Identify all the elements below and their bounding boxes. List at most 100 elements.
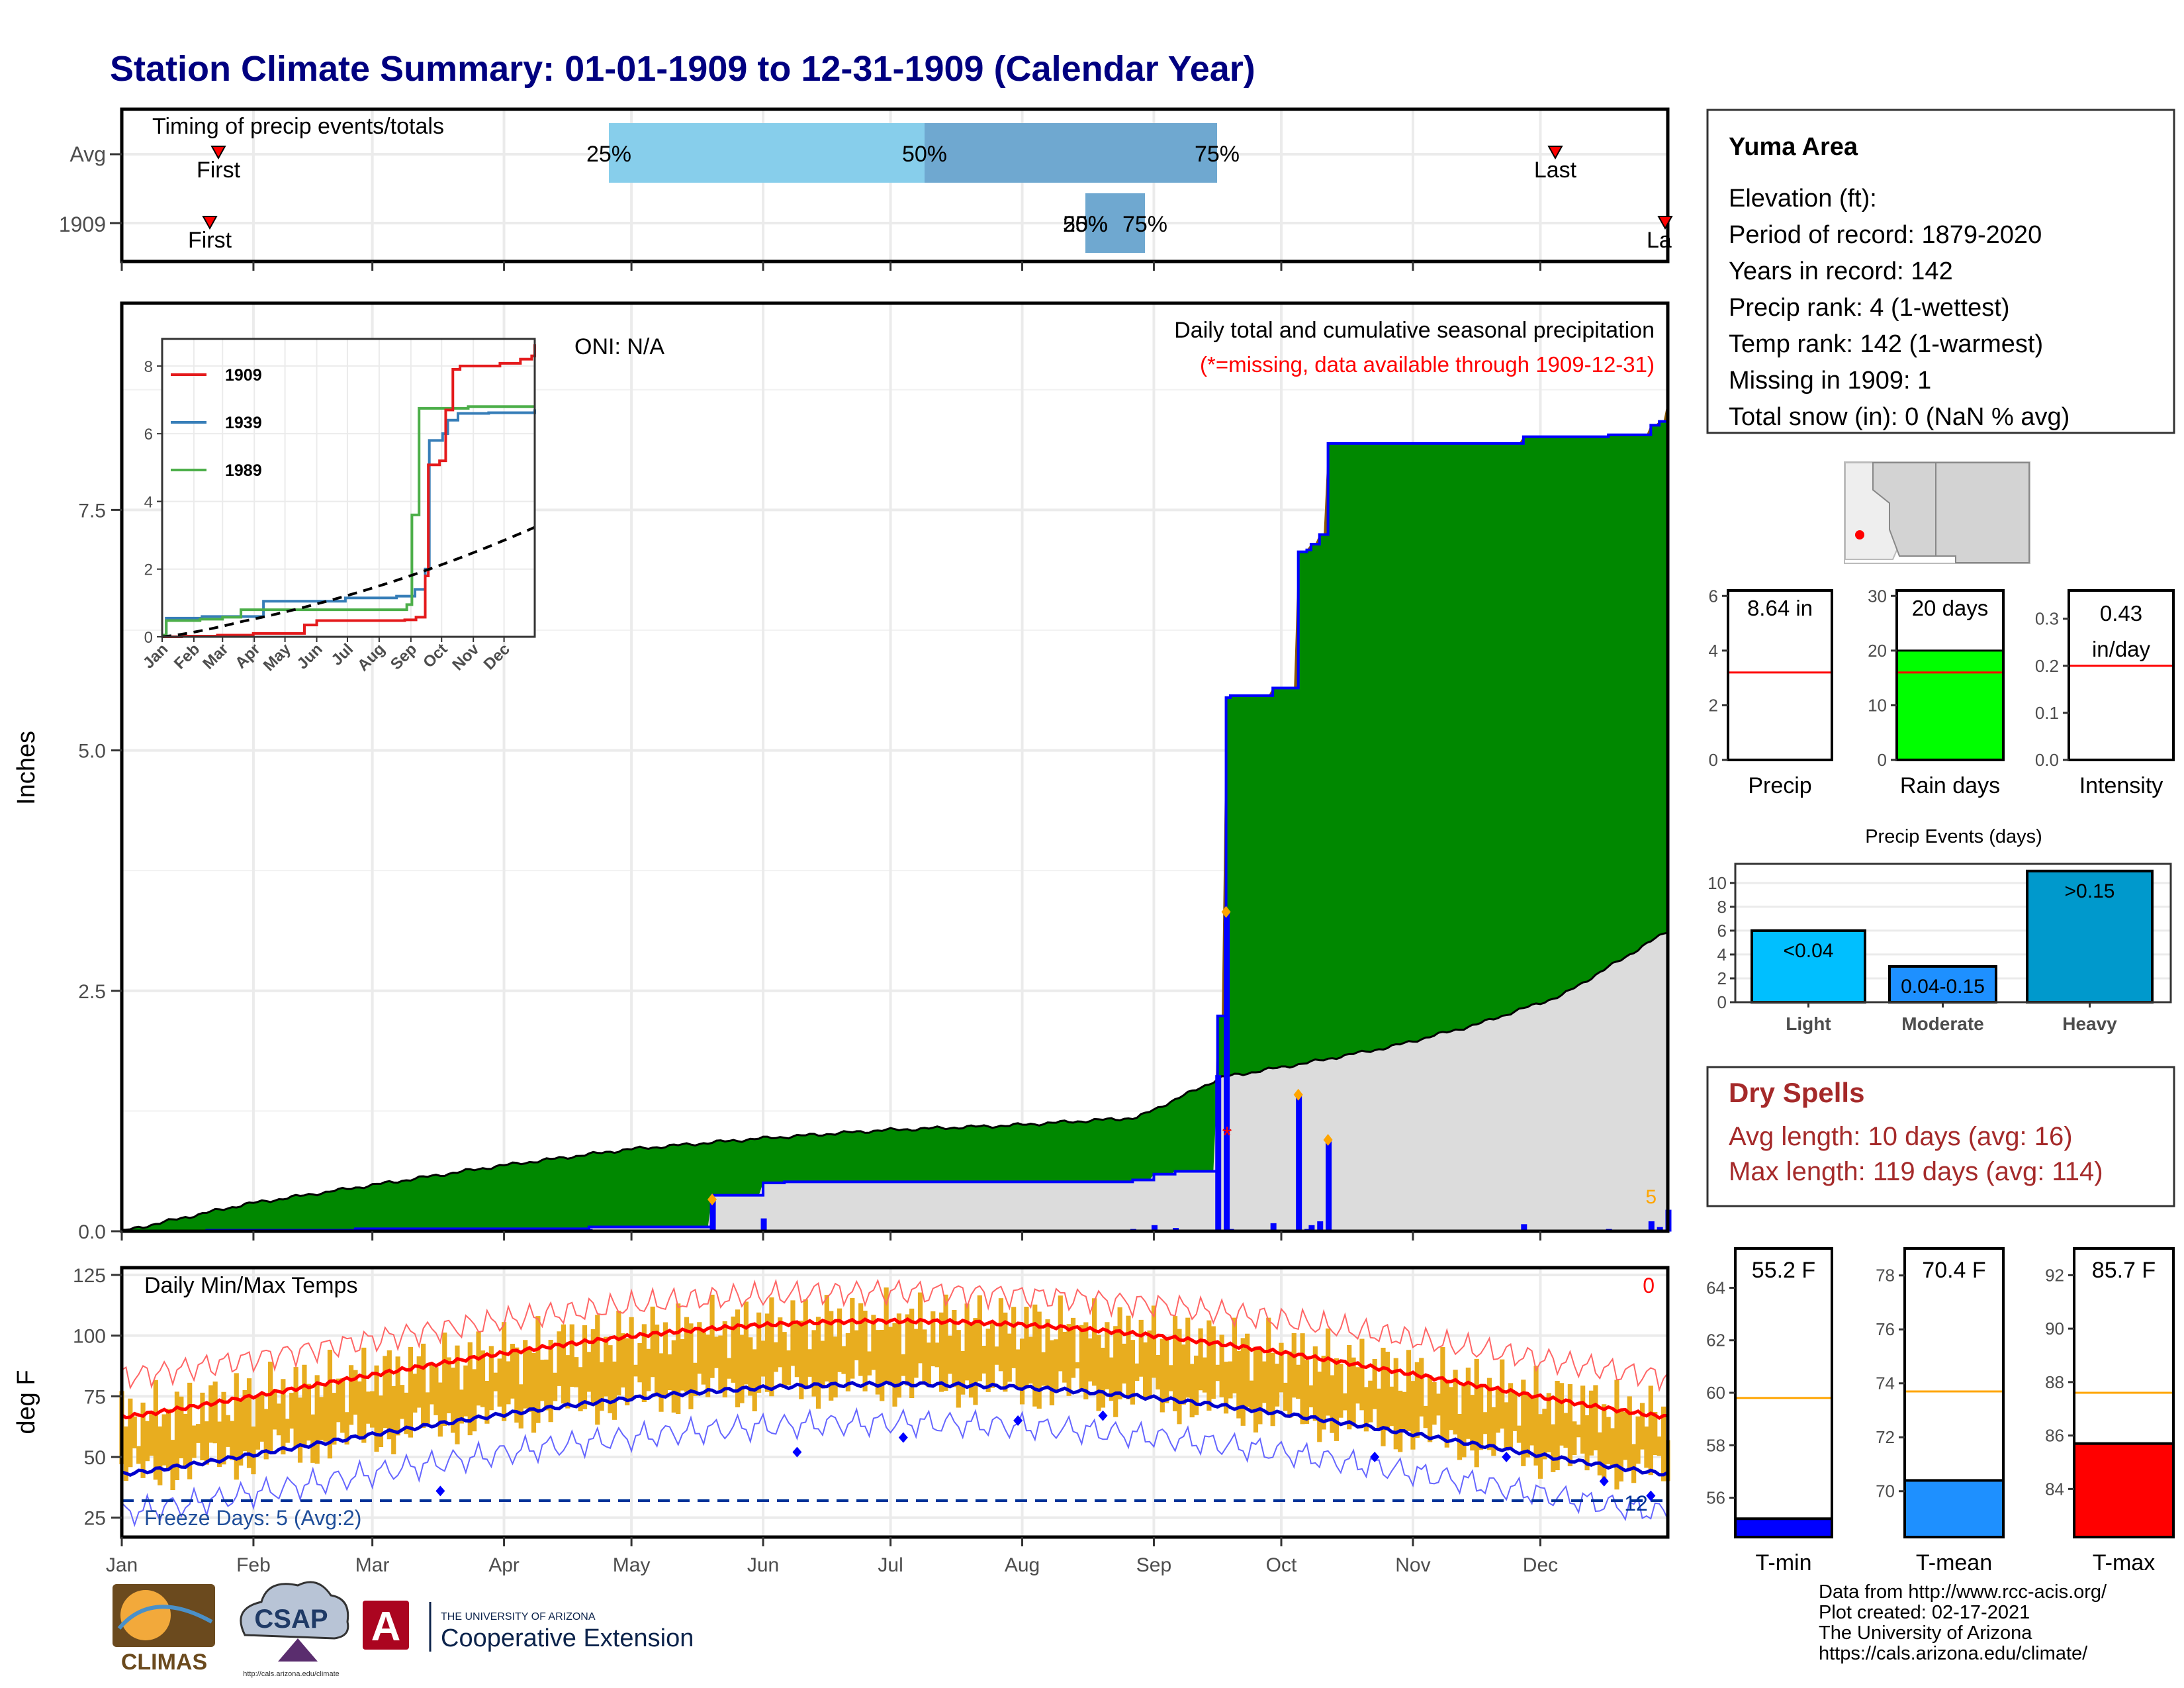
y-axis-label: Inches xyxy=(13,731,40,805)
y-tick-label: 7.5 xyxy=(78,500,106,522)
tempbar-value xyxy=(1903,1479,2005,1539)
tempbar-y-tick: 56 xyxy=(1706,1488,1725,1508)
credit-line: The University of Arizona xyxy=(1819,1622,2032,1644)
temp-y-tick: 50 xyxy=(84,1447,106,1469)
daily-precip-bar xyxy=(1224,912,1230,1232)
month-label: Feb xyxy=(236,1554,271,1576)
station-frame xyxy=(1706,109,2175,434)
month-label: Jul xyxy=(878,1554,903,1576)
freeze-days-label: Freeze Days: 5 (Avg:2) xyxy=(144,1506,361,1530)
daily-precip-bar xyxy=(1326,1139,1332,1232)
summary-y-tick: 0 xyxy=(1878,750,1887,770)
avg-50-75-bar xyxy=(925,123,1217,183)
row-label-year: 1909 xyxy=(59,212,106,236)
tempbar-y-tick: 84 xyxy=(2045,1479,2064,1499)
inset-y-tick: 8 xyxy=(144,358,153,376)
missing-marker: * xyxy=(1222,1122,1232,1150)
tempbar-y-tick: 88 xyxy=(2045,1372,2064,1392)
month-label: Oct xyxy=(1266,1554,1297,1576)
corner-count: 5 xyxy=(1645,1186,1657,1208)
summary-value-unit: in/day xyxy=(2092,637,2151,661)
inset-y-tick: 6 xyxy=(144,426,153,444)
temp-title: Daily Min/Max Temps xyxy=(144,1273,357,1298)
record-low-marker xyxy=(1370,1452,1380,1462)
summary-y-tick: 0.3 xyxy=(2035,609,2059,629)
credits: Data from http://www.rcc-acis.org/ Plot … xyxy=(1819,1582,2107,1664)
first-marker-year xyxy=(202,216,218,230)
temp-y-tick: 100 xyxy=(73,1326,106,1348)
event-range-label: <0.04 xyxy=(1784,940,1834,962)
tempbar-y-tick: 76 xyxy=(1876,1319,1895,1339)
credit-line: Data from http://www.rcc-acis.org/ xyxy=(1819,1581,2107,1603)
inset-y-tick: 0 xyxy=(144,629,153,647)
avg-max-line xyxy=(120,1317,1668,1420)
daily-max-marker xyxy=(1293,1088,1303,1101)
summary-bar-charts: 8.64 in 0 2 4 6 Precip 20 days 0 10 20 30 Rain days… xyxy=(1709,586,2175,798)
station-info-box: Yuma Area Elevation (ft): Period of record… xyxy=(1706,109,2175,434)
pct-label: 50% xyxy=(1063,212,1108,237)
climas-logo-text: CLIMAS xyxy=(121,1650,207,1675)
summary-frame xyxy=(1727,589,1833,761)
summary-y-tick: 0 xyxy=(1709,750,1718,770)
station-line: Period of record: 1879-2020 xyxy=(1729,221,2042,249)
tempbar-y-tick: 86 xyxy=(2045,1426,2064,1446)
month-label: May xyxy=(613,1554,651,1576)
legend-label: 1909 xyxy=(225,366,262,385)
station-line: Total snow (in): 0 (NaN % avg) xyxy=(1729,403,2070,431)
events-y-tick: 0 xyxy=(1717,992,1727,1012)
pct-label: 75% xyxy=(1122,212,1167,237)
last-label-year: La xyxy=(1647,228,1672,253)
month-label: Nov xyxy=(1395,1554,1430,1576)
temp-y-label: deg F xyxy=(13,1370,40,1434)
series-1989-line xyxy=(162,405,535,637)
panel-subtitle: Daily total and cumulative seasonal prec… xyxy=(1174,318,1655,343)
event-bar xyxy=(1888,964,1997,1004)
events-y-tick: 6 xyxy=(1717,921,1727,941)
summary-label: Precip xyxy=(1748,773,1811,798)
first-label-avg: First xyxy=(197,158,241,183)
daily-max-marker xyxy=(1221,906,1231,918)
record-min-line xyxy=(121,1407,1668,1528)
precip-events-chart: Precip Events (days) <0.04 Light 0.04-0.15 M… xyxy=(1707,826,2172,1034)
credit-line: https://cals.arizona.edu/climate/ xyxy=(1819,1643,2088,1664)
temp-y-tick: 25 xyxy=(84,1508,106,1530)
temp-y-tick: 125 xyxy=(73,1265,106,1287)
tempbar-label: T-min xyxy=(1756,1550,1812,1575)
record-low-marker xyxy=(1502,1452,1512,1462)
summary-y-tick: 6 xyxy=(1709,586,1718,606)
summary-y-tick: 0.2 xyxy=(2035,656,2059,676)
tempbar-y-tick: 92 xyxy=(2045,1265,2064,1285)
year-25-75-bar xyxy=(1085,193,1145,253)
month-label: Jan xyxy=(106,1554,138,1576)
tempbar-y-tick: 74 xyxy=(1876,1374,1895,1393)
record-low-marker xyxy=(1599,1476,1609,1487)
events-y-tick: 10 xyxy=(1707,873,1727,893)
month-label: Jun xyxy=(747,1554,779,1576)
first-label-year: First xyxy=(188,228,232,253)
summary-frame xyxy=(1895,589,2005,761)
record-low-marker xyxy=(898,1432,908,1443)
events-y-tick: 8 xyxy=(1717,897,1727,917)
daily-precip-bar xyxy=(1296,1094,1302,1232)
page-title: Station Climate Summary: 01-01-1909 to 1… xyxy=(110,49,1255,89)
ua-big-text: Cooperative Extension xyxy=(441,1624,694,1652)
y-tick-label: 0.0 xyxy=(78,1221,106,1243)
record-max-line xyxy=(121,1278,1668,1393)
csap-logo-mountain xyxy=(278,1638,318,1662)
inset-y-tick: 4 xyxy=(144,493,153,511)
avg-cumulative-line xyxy=(121,931,1668,1231)
summary-value: 20 days xyxy=(1912,596,1989,620)
events-frame xyxy=(1734,863,2172,1004)
csap-logo-text: CSAP xyxy=(254,1605,328,1634)
summary-y-tick: 2 xyxy=(1709,695,1718,715)
event-label: Moderate xyxy=(1901,1013,1983,1034)
tempbar-label: T-mean xyxy=(1916,1550,1992,1575)
dry-avg-length: Avg length: 10 days (avg: 16) xyxy=(1729,1122,2073,1151)
legend-label: 1989 xyxy=(225,461,262,480)
summary-y-tick: 0.1 xyxy=(2035,703,2059,723)
tempbar-value-label: 55.2 F xyxy=(1752,1258,1815,1283)
dry-max-length: Max length: 119 days (avg: 114) xyxy=(1729,1157,2103,1186)
tempbar-y-tick: 64 xyxy=(1706,1278,1725,1297)
event-label: Light xyxy=(1786,1013,1831,1034)
